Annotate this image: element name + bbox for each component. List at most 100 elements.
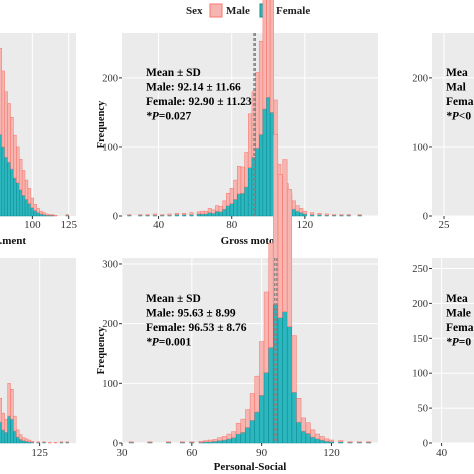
bar-male <box>310 429 316 438</box>
x-tick-label: 25 <box>439 219 451 231</box>
bar-male <box>338 440 344 443</box>
panel-4: 125 <box>0 258 76 459</box>
bar-female <box>315 438 320 444</box>
bar-female <box>251 157 256 217</box>
bar-male <box>263 291 269 373</box>
bar-female <box>254 411 260 444</box>
bar-male <box>366 441 372 443</box>
bar-male <box>51 214 55 216</box>
bar-male <box>128 441 134 443</box>
panel-5: 30 60 90 120 0 100 200 300 Personal-Social Freque… <box>96 134 378 473</box>
bar-female <box>302 213 307 217</box>
bar-male <box>147 441 153 443</box>
annotation-line: *P=0.001 <box>146 337 191 349</box>
bar-female <box>291 208 296 217</box>
bar-male <box>45 213 49 216</box>
bar-male <box>10 389 14 420</box>
bar-male <box>235 423 241 435</box>
bar-male <box>198 440 204 443</box>
bar-female <box>39 213 43 217</box>
bars <box>0 383 69 444</box>
bar-male <box>189 441 195 443</box>
bar-female <box>295 210 300 217</box>
bar-female <box>200 213 205 217</box>
bar-male <box>332 214 337 216</box>
panel-1: 100 125 ...ment <box>0 33 77 247</box>
bar-female <box>299 212 304 217</box>
bar-male <box>237 166 242 195</box>
bar-male <box>245 409 251 428</box>
y-tick-label: 0 <box>423 439 428 450</box>
annotation-line: Mean ± SD <box>146 67 201 79</box>
y-tick-label: 200 <box>102 73 118 84</box>
annotation-line: Mal <box>446 82 466 94</box>
bar-female <box>266 96 271 217</box>
bar-male <box>315 433 320 440</box>
bar-male <box>215 205 220 212</box>
bar-male <box>196 211 201 215</box>
bar-male <box>211 209 216 214</box>
bar-female <box>24 440 29 444</box>
bar-male <box>174 212 179 215</box>
plot-background <box>432 33 474 216</box>
bar-male <box>317 212 322 215</box>
bar-male <box>339 214 344 216</box>
bar-male <box>127 214 132 216</box>
x-tick-label: 40 <box>153 219 165 231</box>
legend: Sex Male Female <box>186 3 310 18</box>
bars <box>0 47 69 217</box>
bar-male <box>166 441 172 443</box>
bars <box>128 134 372 444</box>
bar-male <box>42 212 46 215</box>
y-tick-label: 100 <box>412 142 428 153</box>
legend-swatch-male <box>209 3 223 18</box>
bar-male <box>189 212 194 215</box>
bar-female <box>0 421 2 444</box>
bar-male <box>13 134 17 179</box>
bar-male <box>357 214 362 216</box>
y-axis-label: Frequency <box>96 326 107 374</box>
bar-male <box>212 439 218 442</box>
legend-label-male: Male <box>226 5 250 17</box>
y-tick-label: 50 <box>418 404 429 415</box>
annotation-line: Male <box>446 308 471 320</box>
bar-male <box>7 103 11 163</box>
bar-female <box>319 439 325 444</box>
legend-title: Sex <box>186 5 203 17</box>
bar-female <box>287 326 293 444</box>
bar-female <box>27 203 32 217</box>
bar-female <box>244 186 249 217</box>
bar-female <box>4 432 8 444</box>
bar-male <box>328 439 334 443</box>
bar-male <box>24 438 29 442</box>
bar-male <box>4 418 8 433</box>
bar-male <box>200 210 205 215</box>
gridlines <box>31 33 70 216</box>
bar-male <box>152 213 157 216</box>
bar-male <box>203 440 209 443</box>
bar-male <box>48 214 52 216</box>
annotation-line: Male: 92.14 ± 11.66 <box>146 82 241 94</box>
x-tick-label: 80 <box>226 219 238 231</box>
x-tick-label: 120 <box>323 447 340 459</box>
bar-female <box>16 436 20 444</box>
y-tick-label: 100 <box>102 142 118 153</box>
x-axis-label: Gross motor <box>221 235 280 247</box>
bar-female <box>291 392 297 444</box>
annotation-line: *P<0 <box>446 111 471 123</box>
y-tick-label: 200 <box>412 299 428 310</box>
panel-3: 25 0 100 200 Mea Mal Fema *P<0 <box>412 33 474 231</box>
bar-male <box>254 375 260 413</box>
bar-male <box>287 189 293 327</box>
y-tick-label: 0 <box>113 439 118 450</box>
panel-2: 40 80 120 0 100 200 Gross motor Frequency Mean ±… <box>96 0 378 247</box>
bar-male <box>0 397 2 423</box>
y-tick-label: 100 <box>102 379 118 390</box>
bar-male <box>319 436 325 441</box>
x-tick-label: 125 <box>31 447 48 459</box>
annotation-line: Female: 96.53 ± 8.76 <box>146 322 247 334</box>
bar-male <box>218 206 223 213</box>
bar-female <box>305 433 311 444</box>
